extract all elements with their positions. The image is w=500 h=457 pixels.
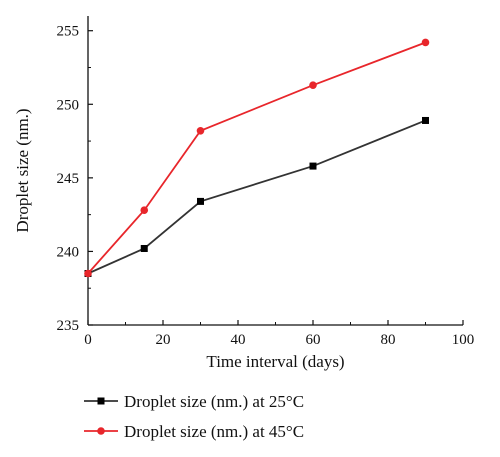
plot-area: [84, 38, 430, 278]
y-axis-label: Droplet size (nm.): [13, 108, 32, 232]
data-point: [84, 269, 92, 278]
legend-marker-25c: [97, 397, 105, 405]
y-tick-label: 235: [57, 318, 80, 334]
data-point: [140, 206, 149, 215]
legend-marker-45c: [97, 427, 105, 435]
axes: [87, 16, 463, 326]
data-point: [422, 116, 429, 124]
x-tick-label: 40: [231, 332, 246, 348]
legend-item-25c: Droplet size (nm.) at 25°C: [84, 392, 304, 411]
series-45c: [84, 38, 430, 278]
x-axis-label: Time interval (days): [206, 352, 344, 371]
y-tick-label: 245: [57, 171, 80, 187]
x-tick-label: 80: [381, 332, 396, 348]
data-point: [197, 197, 204, 205]
y-tick-label: 250: [57, 97, 80, 113]
x-tick-label: 60: [306, 332, 321, 348]
x-tick-label: 0: [84, 332, 92, 348]
series-line: [87, 119, 426, 275]
legend-label-25c: Droplet size (nm.) at 25°C: [124, 392, 304, 411]
data-point: [196, 126, 205, 135]
x-axis-ticks: 0 20 40 60 80 100: [84, 320, 474, 348]
y-tick-label: 255: [57, 24, 80, 40]
legend-item-45c: Droplet size (nm.) at 45°C: [84, 422, 304, 441]
y-tick-label: 240: [57, 244, 80, 260]
data-point: [309, 162, 317, 170]
data-point: [309, 81, 317, 89]
legend: Droplet size (nm.) at 25°C Droplet size …: [84, 392, 304, 441]
x-tick-label: 20: [156, 332, 171, 348]
legend-label-45c: Droplet size (nm.) at 45°C: [124, 422, 304, 441]
data-point: [140, 244, 148, 252]
x-tick-label: 100: [452, 332, 475, 348]
data-point: [421, 38, 430, 47]
y-axis-ticks: 235 240 245 250 255: [57, 24, 93, 334]
series-25c: [84, 116, 429, 277]
series-line: [87, 41, 426, 275]
